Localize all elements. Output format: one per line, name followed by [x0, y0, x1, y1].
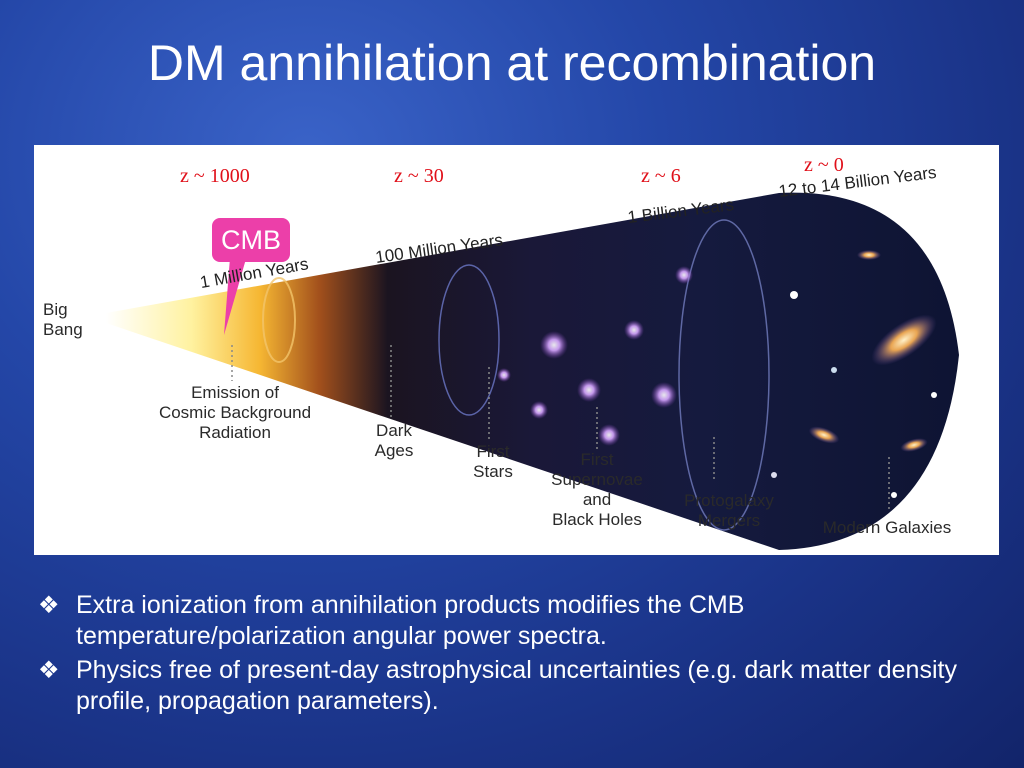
diamond-bullet-icon: ❖ [38, 592, 60, 619]
redshift-label: z ~ 1000 [180, 165, 250, 187]
epoch-label: Dark Ages [374, 421, 414, 460]
redshift-label: z ~ 30 [394, 165, 444, 187]
universe-cone-graphic [106, 192, 959, 550]
epoch-label: First Supernovae and Black Holes [551, 450, 643, 529]
epoch-label: First Stars [473, 442, 513, 481]
bullet-item: ❖ Physics free of present-day astrophysi… [38, 655, 998, 717]
bullet-item: ❖ Extra ionization from annihilation pro… [38, 590, 998, 652]
cone-shape [106, 192, 959, 550]
epoch-label: Modern Galaxies [822, 518, 952, 537]
dark-ages-ring [438, 264, 500, 416]
first-stars-cluster [497, 266, 693, 446]
cmb-ring [262, 277, 296, 363]
bullet-text: Extra ionization from annihilation produ… [76, 591, 745, 650]
big-bang-label: Big Bang [43, 300, 83, 339]
bullet-list: ❖ Extra ionization from annihilation pro… [38, 590, 998, 720]
redshift-label: z ~ 6 [641, 165, 681, 187]
cmb-tag: CMB [212, 218, 290, 262]
slide-title: DM annihilation at recombination [147, 35, 877, 91]
epoch-label: Emission of Cosmic Background Radiation [158, 383, 312, 442]
cmb-pointer [224, 245, 250, 335]
protogalaxy-ring [678, 219, 770, 531]
diamond-bullet-icon: ❖ [38, 657, 60, 684]
redshift-label: z ~ 0 [804, 154, 844, 176]
epoch-label: Protogalaxy Mergers [684, 491, 774, 530]
timeline-figure: CMB z ~ 1000 z ~ 30 z ~ 6 z ~ 0 1 Millio… [34, 145, 999, 555]
galaxy-cluster [771, 250, 937, 498]
leader-lines [231, 345, 890, 511]
bullet-text: Physics free of present-day astrophysica… [76, 656, 957, 715]
